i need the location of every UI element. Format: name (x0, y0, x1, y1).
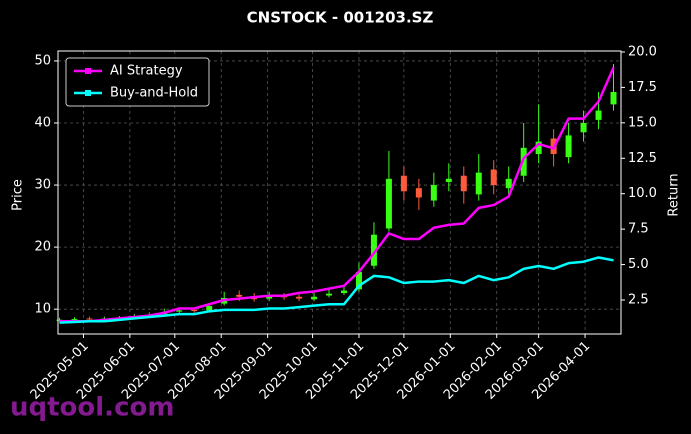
candle-body (385, 178, 392, 229)
candle-body (580, 122, 587, 133)
candle-body (520, 147, 527, 176)
y-tick-label: 10 (34, 302, 51, 317)
return-line (59, 67, 615, 323)
candle-body (505, 178, 512, 189)
candle-body (326, 293, 333, 296)
y2-tick-label: 20.0 (628, 44, 657, 59)
candle-body (370, 234, 377, 266)
y2-tick-label: 12.5 (628, 151, 657, 166)
candle-body (415, 188, 422, 198)
candle-body (311, 296, 318, 300)
chart-title: CNSTOCK - 001203.SZ (247, 9, 434, 27)
y-tick-label: 20 (34, 240, 51, 255)
candle-body (610, 91, 617, 105)
candle-body (296, 296, 303, 299)
candle-body (236, 294, 243, 297)
y2-tick-label: 15.0 (628, 115, 657, 130)
watermark: uqtool.com (10, 393, 174, 423)
y-tick-label: 30 (34, 178, 51, 193)
y2-tick-label: 10.0 (628, 186, 657, 201)
candle-body (176, 310, 183, 312)
candle-body (430, 185, 437, 201)
candle-body (490, 169, 497, 186)
y2-tick-label: 17.5 (628, 80, 657, 95)
candle-body (460, 175, 467, 192)
candle-body (266, 296, 273, 299)
candle-body (400, 175, 407, 192)
candle-body (535, 141, 542, 155)
legend-marker (85, 68, 91, 74)
candle-body (595, 110, 602, 120)
y-tick-label: 40 (34, 115, 51, 130)
y-tick-label: 50 (34, 53, 51, 68)
candle-body (565, 135, 572, 158)
candle-body (71, 319, 78, 321)
plot-frame (57, 50, 622, 335)
candle-body (340, 290, 347, 294)
candle-body (191, 309, 198, 312)
legend-label: AI Strategy (110, 64, 183, 79)
candle-body (206, 306, 213, 311)
candle-body (445, 178, 452, 182)
y2-tick-label: 7.5 (628, 222, 649, 237)
return-line (59, 256, 614, 324)
y-axis-label: Price (11, 179, 26, 211)
y2-axis-label: Return (667, 173, 682, 216)
y2-tick-label: 5.0 (628, 257, 649, 272)
legend-marker (85, 90, 91, 96)
candle-body (355, 271, 362, 290)
legend-label: Buy-and-Hold (110, 86, 198, 101)
candle-body (475, 172, 482, 195)
y2-tick-label: 2.5 (628, 292, 649, 307)
candle-body (86, 318, 93, 320)
